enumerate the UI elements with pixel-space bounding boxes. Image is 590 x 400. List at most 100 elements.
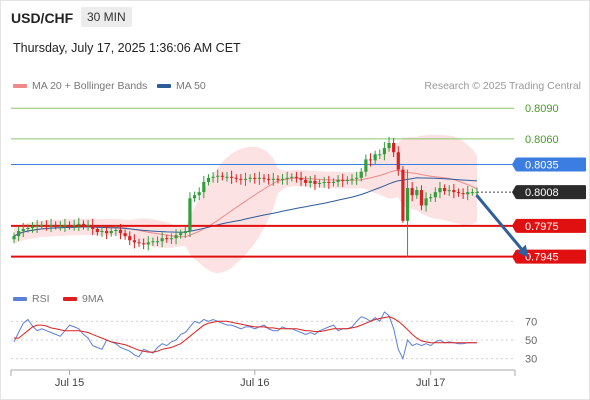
candle-body <box>192 195 197 199</box>
candle-body <box>331 181 336 183</box>
candle-body <box>276 178 280 180</box>
candle-body <box>378 154 382 156</box>
candle <box>294 171 299 183</box>
candle <box>35 219 39 233</box>
candle <box>179 229 183 239</box>
candle-body <box>67 224 72 226</box>
candle-body <box>188 198 192 232</box>
candle <box>206 174 211 186</box>
candle <box>336 175 340 187</box>
candle <box>220 172 224 181</box>
legend-ma50-label: MA 50 <box>176 80 206 92</box>
candle <box>410 182 414 202</box>
candle-body <box>350 178 354 180</box>
candle-body <box>44 224 49 226</box>
candle <box>49 218 53 232</box>
candle <box>151 237 155 246</box>
candle <box>216 169 220 183</box>
candle-body <box>447 190 451 192</box>
candle-body <box>155 241 160 243</box>
candle <box>26 224 30 233</box>
level-tag-0.8035 <box>516 157 586 172</box>
candle <box>257 171 261 185</box>
candle <box>355 171 359 185</box>
candle-body <box>396 152 400 170</box>
candle <box>405 169 410 257</box>
candle <box>77 217 81 231</box>
candle <box>72 220 76 231</box>
candle <box>466 186 470 201</box>
candle-body <box>304 179 308 183</box>
candle-body <box>114 230 118 232</box>
arrow-shaft <box>475 194 525 253</box>
level-label-0.8060: 0.8060 <box>525 134 559 146</box>
candle <box>253 172 257 184</box>
rsi-swatch <box>13 297 27 302</box>
candle-body <box>239 178 243 180</box>
rsi-ma9-line <box>14 316 477 353</box>
arrow-head <box>517 244 529 258</box>
candle-body <box>452 190 456 193</box>
candle-body <box>405 188 410 221</box>
candle <box>192 191 197 202</box>
candle <box>183 226 187 238</box>
candle <box>44 220 49 231</box>
candle-body <box>160 238 164 242</box>
candle <box>118 223 123 240</box>
level-label-0.8008: 0.8008 <box>525 187 559 199</box>
candle <box>280 174 285 185</box>
candle <box>165 234 169 243</box>
candle <box>202 175 206 199</box>
candle <box>364 154 368 177</box>
candle <box>373 150 377 164</box>
candle-body <box>308 180 312 183</box>
candle <box>322 177 326 188</box>
level-label-0.8035: 0.8035 <box>525 160 559 172</box>
candle-body <box>211 176 215 178</box>
legend-ma50: MA 50 <box>157 80 206 92</box>
candle-body <box>313 180 317 184</box>
candle-body <box>220 175 224 177</box>
candle-body <box>382 148 386 155</box>
candle <box>447 185 451 196</box>
candle-body <box>118 230 123 234</box>
candle-body <box>387 143 391 149</box>
candle-body <box>438 188 442 193</box>
candle <box>146 236 150 251</box>
candle-body <box>216 175 220 177</box>
candle <box>387 136 391 152</box>
candle-body <box>202 181 206 193</box>
candle-body <box>257 177 261 179</box>
candle <box>142 238 146 250</box>
candle <box>415 186 419 199</box>
candle-body <box>174 235 178 239</box>
candle-body <box>197 192 201 196</box>
candle-body <box>165 238 169 240</box>
candle <box>327 175 331 189</box>
candle-body <box>40 224 44 226</box>
candle <box>123 229 127 240</box>
candle <box>313 174 317 190</box>
candle-body <box>206 177 211 182</box>
candle <box>239 174 243 185</box>
candle <box>267 174 271 185</box>
candle <box>230 170 234 184</box>
candle-body <box>345 179 349 181</box>
candle <box>345 176 349 185</box>
candle <box>63 218 67 232</box>
candle-body <box>267 178 271 180</box>
candle <box>174 229 178 245</box>
candle <box>452 184 456 199</box>
candle <box>248 174 252 183</box>
chart-datetime: Thursday, July 17, 2025 1:36:06 AM CET <box>13 41 241 55</box>
rsi-line <box>13 311 477 361</box>
candle <box>234 174 238 183</box>
rsi-tick-label: 30 <box>525 354 537 366</box>
candle-body <box>322 181 326 183</box>
candle-body <box>456 192 461 194</box>
candle-body <box>442 188 447 192</box>
candle-body <box>475 192 479 194</box>
timeframe-badge[interactable]: 30 MIN <box>81 7 132 27</box>
candle-body <box>63 224 67 226</box>
